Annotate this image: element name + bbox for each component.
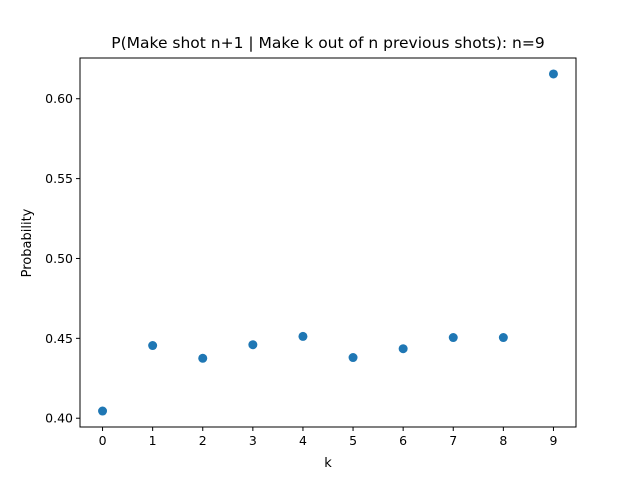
chart-title: P(Make shot n+1 | Make k out of n previo… bbox=[111, 34, 544, 52]
x-tick-label: 1 bbox=[149, 433, 157, 448]
y-tick-label: 0.40 bbox=[45, 411, 73, 426]
axis-ticks: 0 1 2 3 4 5 6 7 8 9 0.40 0.45 0.50 0.55 0.60 bbox=[45, 91, 557, 448]
data-point bbox=[198, 353, 208, 363]
data-point bbox=[548, 69, 558, 79]
data-point bbox=[448, 333, 458, 343]
y-tick-label: 0.55 bbox=[45, 171, 73, 186]
plot-frame bbox=[79, 57, 577, 428]
data-point bbox=[148, 341, 158, 351]
data-point bbox=[398, 344, 408, 354]
y-tick-label: 0.45 bbox=[45, 331, 73, 346]
x-tick-label: 0 bbox=[99, 433, 107, 448]
x-tick-label: 8 bbox=[499, 433, 507, 448]
y-tick-label: 0.50 bbox=[45, 251, 73, 266]
data-point bbox=[98, 406, 108, 416]
x-axis-label: k bbox=[324, 456, 332, 471]
x-tick-label: 6 bbox=[399, 433, 407, 448]
data-point bbox=[348, 353, 358, 363]
data-point bbox=[498, 333, 508, 343]
x-tick-label: 5 bbox=[349, 433, 357, 448]
y-tick-label: 0.60 bbox=[45, 91, 73, 106]
data-point bbox=[298, 331, 308, 341]
x-tick-label: 3 bbox=[249, 433, 257, 448]
data-point bbox=[248, 340, 258, 350]
x-tick-label: 2 bbox=[199, 433, 207, 448]
y-axis-label: Probability bbox=[20, 208, 35, 277]
x-tick-label: 4 bbox=[299, 433, 307, 448]
x-tick-label: 9 bbox=[549, 433, 557, 448]
x-tick-label: 7 bbox=[449, 433, 457, 448]
data-points bbox=[98, 69, 558, 416]
